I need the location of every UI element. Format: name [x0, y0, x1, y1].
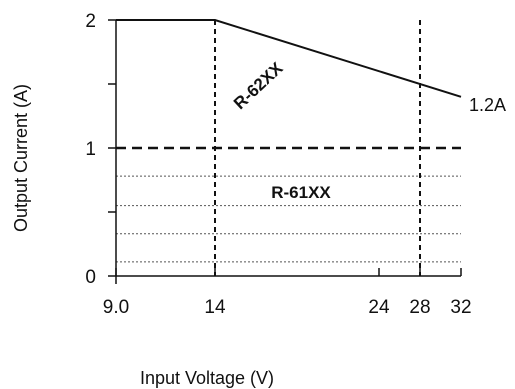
- annotation-end-value: 1.2A: [469, 95, 506, 115]
- x-tick-label-1: 14: [204, 297, 226, 318]
- y-axis-title: Output Current (A): [11, 84, 31, 232]
- y-tick-label-2: 2: [85, 11, 96, 32]
- x-tick-label-4: 32: [450, 297, 471, 318]
- series-label-r-62xx: R-62XX: [230, 58, 287, 113]
- series-line-r-62xx: [116, 19, 462, 98]
- series-marks: [116, 19, 462, 150]
- x-axis-title: Input Voltage (V): [140, 368, 274, 388]
- y-tick-label-0: 0: [85, 267, 96, 288]
- x-tick-label-2: 24: [368, 297, 390, 318]
- labels: 0 1 2 9.0 14 24 28 32 Input Voltage (V) Output Cu…: [11, 11, 506, 388]
- x-tick-label-0: 9.0: [103, 297, 129, 318]
- x-tick-label-3: 28: [409, 297, 430, 318]
- y-tick-label-1: 1: [85, 139, 96, 160]
- axes: [108, 19, 462, 284]
- series-label-r-61xx: R-61XX: [271, 183, 331, 202]
